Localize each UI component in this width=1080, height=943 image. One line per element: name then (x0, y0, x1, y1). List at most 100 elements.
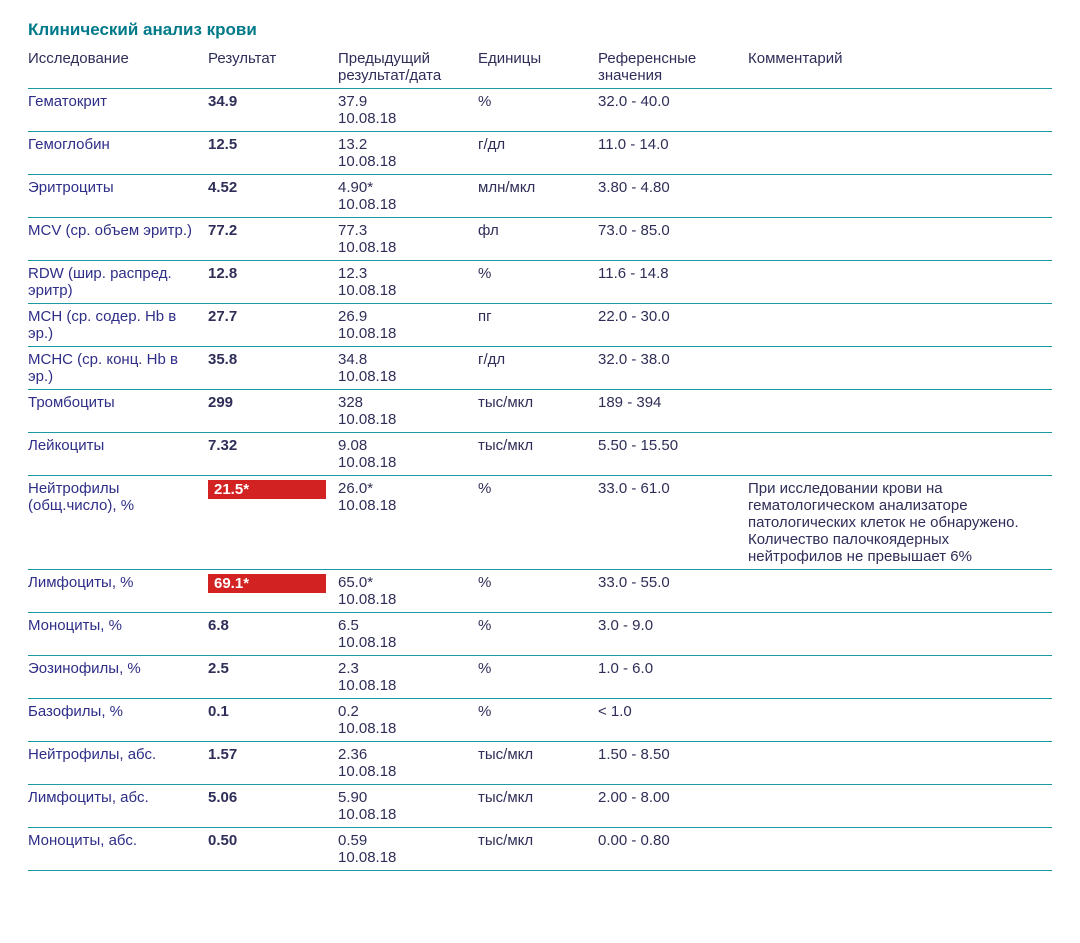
cell-test: Моноциты, % (28, 613, 208, 656)
table-row: Эозинофилы, %2.52.310.08.18%1.0 - 6.0 (28, 656, 1052, 699)
cell-ref: 189 - 394 (598, 390, 748, 433)
cell-test: Эритроциты (28, 175, 208, 218)
cell-comment (748, 785, 1052, 828)
col-comment: Комментарий (748, 46, 1052, 89)
cell-unit: млн/мкл (478, 175, 598, 218)
prev-date: 10.08.18 (338, 239, 472, 256)
prev-date: 10.08.18 (338, 110, 472, 127)
col-unit: Единицы (478, 46, 598, 89)
table-row: MCHC (ср. конц. Hb в эр.)35.834.810.08.1… (28, 347, 1052, 390)
table-row: RDW (шир. распред. эритр)12.812.310.08.1… (28, 261, 1052, 304)
cell-prev: 0.5910.08.18 (338, 828, 478, 871)
cell-ref: < 1.0 (598, 699, 748, 742)
table-row: Гемоглобин12.513.210.08.18г/дл11.0 - 14.… (28, 132, 1052, 175)
col-result: Результат (208, 46, 338, 89)
cell-unit: % (478, 261, 598, 304)
cell-test: Лимфоциты, абс. (28, 785, 208, 828)
cell-ref: 0.00 - 0.80 (598, 828, 748, 871)
cell-unit: тыс/мкл (478, 785, 598, 828)
cell-unit: % (478, 570, 598, 613)
prev-value: 26.0* (338, 480, 373, 497)
cell-prev: 77.310.08.18 (338, 218, 478, 261)
cell-result: 69.1* (208, 570, 338, 613)
prev-date: 10.08.18 (338, 368, 472, 385)
table-row: Гематокрит34.937.910.08.18%32.0 - 40.0 (28, 89, 1052, 132)
cell-ref: 33.0 - 61.0 (598, 476, 748, 570)
prev-value: 0.2 (338, 703, 359, 720)
report-title: Клинический анализ крови (28, 20, 1052, 40)
cell-unit: % (478, 476, 598, 570)
table-row: Эритроциты4.524.90*10.08.18млн/мкл3.80 -… (28, 175, 1052, 218)
cell-unit: % (478, 613, 598, 656)
cell-test: Эозинофилы, % (28, 656, 208, 699)
cell-result: 4.52 (208, 175, 338, 218)
cell-test: MCH (ср. содер. Hb в эр.) (28, 304, 208, 347)
cell-comment (748, 570, 1052, 613)
cell-comment (748, 347, 1052, 390)
prev-value: 328 (338, 394, 363, 411)
cell-ref: 3.0 - 9.0 (598, 613, 748, 656)
cell-result: 12.5 (208, 132, 338, 175)
cell-ref: 32.0 - 40.0 (598, 89, 748, 132)
flagged-result: 69.1* (208, 574, 326, 593)
cell-unit: тыс/мкл (478, 742, 598, 785)
cell-prev: 32810.08.18 (338, 390, 478, 433)
cell-unit: пг (478, 304, 598, 347)
cell-unit: % (478, 89, 598, 132)
table-row: Базофилы, %0.10.210.08.18%< 1.0 (28, 699, 1052, 742)
cell-prev: 34.810.08.18 (338, 347, 478, 390)
cell-result: 12.8 (208, 261, 338, 304)
prev-value: 13.2 (338, 136, 367, 153)
cell-ref: 2.00 - 8.00 (598, 785, 748, 828)
cell-comment (748, 828, 1052, 871)
cell-unit: г/дл (478, 347, 598, 390)
cell-test: RDW (шир. распред. эритр) (28, 261, 208, 304)
prev-value: 9.08 (338, 437, 367, 454)
prev-date: 10.08.18 (338, 454, 472, 471)
table-row: Лимфоциты, абс.5.065.9010.08.18тыс/мкл2.… (28, 785, 1052, 828)
prev-date: 10.08.18 (338, 720, 472, 737)
cell-unit: г/дл (478, 132, 598, 175)
prev-value: 6.5 (338, 617, 359, 634)
cell-ref: 11.6 - 14.8 (598, 261, 748, 304)
cell-prev: 5.9010.08.18 (338, 785, 478, 828)
cell-ref: 32.0 - 38.0 (598, 347, 748, 390)
cell-prev: 12.310.08.18 (338, 261, 478, 304)
prev-date: 10.08.18 (338, 849, 472, 866)
cell-result: 1.57 (208, 742, 338, 785)
prev-date: 10.08.18 (338, 325, 472, 342)
cell-unit: тыс/мкл (478, 390, 598, 433)
cell-result: 21.5* (208, 476, 338, 570)
col-test: Исследование (28, 46, 208, 89)
table-row: MCV (ср. объем эритр.)77.277.310.08.18фл… (28, 218, 1052, 261)
cell-test: Моноциты, абс. (28, 828, 208, 871)
cell-result: 299 (208, 390, 338, 433)
cell-ref: 1.50 - 8.50 (598, 742, 748, 785)
cell-test: MCHC (ср. конц. Hb в эр.) (28, 347, 208, 390)
cell-test: Тромбоциты (28, 390, 208, 433)
cell-comment: При исследовании крови на гематологическ… (748, 476, 1052, 570)
cell-result: 34.9 (208, 89, 338, 132)
cell-prev: 13.210.08.18 (338, 132, 478, 175)
cell-comment (748, 613, 1052, 656)
results-table: Исследование Результат Предыдущий резуль… (28, 46, 1052, 871)
cell-prev: 2.3610.08.18 (338, 742, 478, 785)
cell-result: 5.06 (208, 785, 338, 828)
cell-result: 27.7 (208, 304, 338, 347)
table-row: Лимфоциты, %69.1*65.0*10.08.18%33.0 - 55… (28, 570, 1052, 613)
prev-date: 10.08.18 (338, 677, 472, 694)
table-row: Нейтрофилы (общ.число), %21.5*26.0*10.08… (28, 476, 1052, 570)
cell-result: 0.1 (208, 699, 338, 742)
cell-test: Лейкоциты (28, 433, 208, 476)
cell-test: Гемоглобин (28, 132, 208, 175)
table-row: Тромбоциты29932810.08.18тыс/мкл189 - 394 (28, 390, 1052, 433)
cell-test: Гематокрит (28, 89, 208, 132)
prev-value: 2.3 (338, 660, 359, 677)
cell-ref: 3.80 - 4.80 (598, 175, 748, 218)
table-row: Моноциты, %6.86.510.08.18%3.0 - 9.0 (28, 613, 1052, 656)
table-header-row: Исследование Результат Предыдущий резуль… (28, 46, 1052, 89)
cell-unit: тыс/мкл (478, 828, 598, 871)
cell-comment (748, 304, 1052, 347)
cell-comment (748, 261, 1052, 304)
cell-prev: 26.0*10.08.18 (338, 476, 478, 570)
